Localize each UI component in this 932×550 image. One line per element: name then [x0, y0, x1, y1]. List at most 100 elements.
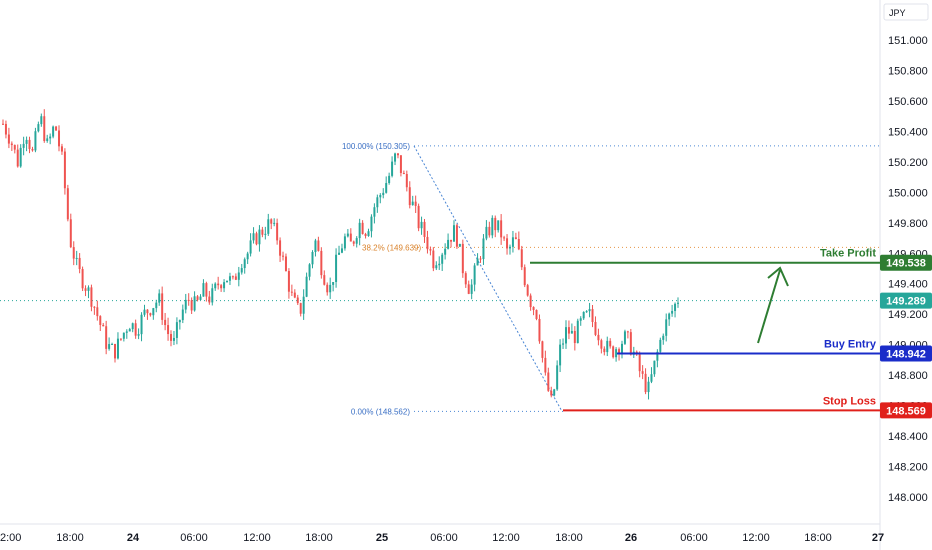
candle-body: [526, 285, 529, 296]
trade-levels[interactable]: Take Profit 149.538 Buy Entry 148.942 Stop L…: [530, 248, 932, 419]
candle-body: [441, 254, 444, 264]
candle-body: [585, 311, 588, 313]
fib-trend-line: [413, 145, 563, 412]
candle-body: [450, 239, 453, 242]
candle-body: [361, 222, 364, 234]
candle-body: [63, 151, 66, 189]
price-tick-label: 148.000: [888, 492, 928, 504]
candle-body: [588, 309, 591, 312]
candle-body: [665, 319, 668, 336]
candle-body: [175, 322, 178, 338]
candle-body: [346, 233, 349, 237]
candle-body: [567, 327, 570, 334]
time-tick-label: 06:00: [680, 532, 708, 544]
candle-body: [452, 225, 455, 242]
candlestick-series[interactable]: [2, 109, 679, 400]
candle-body: [582, 311, 585, 319]
candle-body: [576, 320, 579, 344]
candle-body: [22, 143, 25, 148]
candle-body: [66, 188, 69, 220]
candle-body: [214, 283, 217, 289]
candle-body: [671, 310, 674, 314]
candle-body: [2, 123, 4, 125]
candle-body: [473, 265, 476, 285]
fib-100-label: 100.00% (150.305): [342, 142, 410, 151]
candle-body: [246, 253, 249, 260]
candle-body: [556, 365, 559, 390]
candle-body: [140, 314, 143, 335]
buy-entry-price-value: 148.942: [886, 349, 926, 361]
candle-body: [662, 335, 665, 340]
candle-body: [90, 287, 93, 307]
price-tick-label: 148.400: [888, 431, 928, 443]
candle-body: [594, 321, 597, 335]
stop-loss-price-value: 148.569: [886, 405, 926, 417]
candle-body: [426, 236, 429, 250]
stop-loss-label: Stop Loss: [823, 395, 876, 407]
candle-body: [60, 146, 63, 152]
candle-body: [520, 249, 523, 268]
candle-body: [255, 233, 258, 245]
candle-body: [46, 138, 49, 142]
candle-body: [96, 307, 99, 317]
candle-body: [609, 340, 612, 347]
candle-body: [196, 296, 199, 300]
fib-retracement[interactable]: 100.00% (150.305) 38.2% (149.639) 0.00% …: [342, 142, 880, 417]
stop-loss-price-badge: [880, 402, 932, 419]
candle-body: [338, 252, 341, 255]
candle-body: [99, 316, 102, 325]
candle-body: [237, 272, 240, 280]
candle-body: [364, 233, 367, 236]
candle-body: [488, 226, 491, 236]
candle-body: [234, 276, 237, 280]
candle-body: [550, 390, 553, 396]
candle-body: [223, 282, 226, 289]
candle-body: [355, 238, 358, 244]
candle-body: [302, 296, 305, 314]
candle-body: [158, 293, 161, 303]
candle-body: [677, 302, 679, 304]
candle-body: [282, 255, 285, 257]
candle-body: [538, 318, 541, 342]
candle-body: [81, 269, 84, 289]
candle-body: [370, 216, 373, 232]
candle-body: [134, 323, 137, 336]
candle-body: [299, 303, 302, 314]
candle-body: [432, 250, 435, 269]
buy-entry-label: Buy Entry: [824, 339, 877, 351]
candle-body: [252, 233, 255, 241]
candle-body: [570, 330, 573, 334]
candle-body: [429, 249, 432, 251]
candle-body: [467, 284, 470, 294]
candle-body: [199, 296, 202, 300]
time-tick-label: 06:00: [180, 532, 208, 544]
candle-body: [573, 330, 576, 344]
candle-body: [311, 252, 314, 265]
candle-body: [105, 326, 108, 349]
candle-body: [394, 153, 397, 162]
candle-body: [420, 221, 423, 229]
currency-badge: JPY: [883, 3, 929, 21]
candle-body: [479, 258, 482, 260]
candle-body: [187, 299, 190, 301]
candle-body: [137, 334, 140, 336]
candle-body: [508, 246, 511, 249]
candle-body: [314, 240, 317, 253]
time-axis[interactable]: 2:00 18:00 24 06:00 12:00 18:00 25 06:00 12:00 18…: [0, 532, 884, 544]
candle-body: [414, 201, 417, 206]
candle-body: [87, 287, 90, 291]
candle-body: [343, 236, 346, 249]
candle-body: [208, 296, 211, 303]
candle-body: [385, 183, 388, 193]
candle-body: [287, 271, 290, 292]
candle-body: [511, 237, 514, 247]
candle-body: [644, 373, 647, 393]
candle-body: [503, 237, 506, 239]
time-tick-label: 18:00: [305, 532, 333, 544]
candle-body: [108, 344, 111, 349]
candle-body: [102, 324, 105, 327]
candle-body: [564, 327, 567, 344]
candle-body: [606, 340, 609, 353]
candle-body: [485, 226, 488, 239]
